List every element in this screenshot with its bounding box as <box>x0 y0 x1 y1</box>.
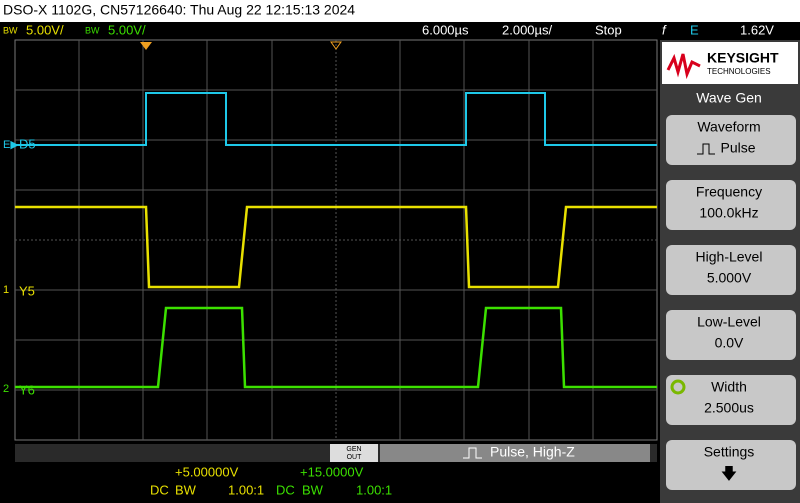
gen-button-top: GEN <box>346 446 361 453</box>
pulse-icon <box>463 447 482 459</box>
softkey[interactable]: Waveform Pulse <box>666 115 796 165</box>
softkey-bg[interactable] <box>666 180 796 230</box>
center-marker <box>330 41 342 50</box>
digital-label: D5 <box>19 136 36 151</box>
ch2-number: 2 <box>3 383 9 395</box>
ch1-coupling: DC <box>150 482 169 497</box>
pulse-icon <box>697 143 715 155</box>
ch1-label: Y5 <box>19 283 35 298</box>
softkey[interactable]: Low-Level 0.0V <box>666 310 796 360</box>
ch1-bw: BW <box>175 482 197 497</box>
softkey[interactable]: Width 2.500us <box>666 375 796 425</box>
softkey-bg[interactable] <box>666 440 796 490</box>
entry-knob-icon <box>670 379 686 395</box>
softkey-value[interactable]: 100.0kHz <box>699 205 758 221</box>
ch1-bw: BW <box>3 25 18 35</box>
ch2-scale: 5.00V/ <box>108 22 146 37</box>
ch2-coupling: DC <box>276 482 295 497</box>
ch2-bw: BW <box>85 25 100 35</box>
logo-brand: KEYSIGHT <box>707 50 779 66</box>
softkey-label[interactable]: High-Level <box>696 249 763 265</box>
ch1-number: 1 <box>3 284 9 296</box>
trigger-position-marker <box>140 42 152 50</box>
ch2-bw: BW <box>302 482 324 497</box>
gen-out-button <box>330 444 378 462</box>
ch2-offset: +15.0000V <box>300 464 364 479</box>
softkey-value[interactable]: 🡇 <box>721 466 737 483</box>
gen-button-bottom: OUT <box>347 454 363 461</box>
ch1-waveform <box>15 205 657 289</box>
softkey-value[interactable]: Pulse <box>720 140 755 156</box>
softkey-label[interactable]: Settings <box>704 444 755 460</box>
softkey-value[interactable]: 0.0V <box>715 335 744 351</box>
ch2-waveform <box>15 306 657 389</box>
delay: 6.000µs <box>422 22 469 37</box>
softkey-bg[interactable] <box>666 375 796 425</box>
softkey[interactable]: High-Level 5.000V <box>666 245 796 295</box>
title-text: DSO-X 1102G, CN57126640: Thu Aug 22 12:1… <box>3 2 355 18</box>
gen-status: Pulse, High-Z <box>490 444 575 460</box>
ch1-probe: 1.00:1 <box>228 482 264 497</box>
softkey-value[interactable]: 5.000V <box>707 270 752 286</box>
logo-sub: TECHNOLOGIES <box>707 67 771 76</box>
softkey-label[interactable]: Width <box>711 379 747 395</box>
graticule <box>14 39 658 441</box>
ch2-probe: 1.00:1 <box>356 482 392 497</box>
ch2-label: Y6 <box>19 382 35 397</box>
softkey-label[interactable]: Waveform <box>697 119 760 135</box>
softkey-value[interactable]: 2.500us <box>704 400 754 416</box>
logo-mark <box>666 53 701 80</box>
softkey-bg[interactable] <box>666 310 796 360</box>
title-bar <box>0 0 800 22</box>
softkey[interactable]: Frequency 100.0kHz <box>666 180 796 230</box>
softkey-label[interactable]: Low-Level <box>697 314 761 330</box>
softkey-bg[interactable] <box>666 115 796 165</box>
ch1-scale: 5.00V/ <box>26 22 64 37</box>
ch1-offset: +5.00000V <box>175 464 239 479</box>
timebase: 2.000µs/ <box>502 22 553 37</box>
trigger-level: 1.62V <box>740 22 774 37</box>
status-bar: BW 5.00V/ BW 5.00V/ 6.000µs 2.000µs/ Sto… <box>3 22 774 37</box>
softkey-label[interactable]: Frequency <box>696 184 762 200</box>
gen-status-bg <box>380 444 650 462</box>
softkey-bg[interactable] <box>666 245 796 295</box>
trigger-slope: f <box>662 22 667 37</box>
softkey[interactable]: Settings 🡇 <box>666 440 796 490</box>
trigger-source: E <box>690 22 699 37</box>
digital-waveform <box>15 92 657 146</box>
digital-marker: E▶ <box>3 139 19 151</box>
menu-title: Wave Gen <box>696 90 762 106</box>
run-state: Stop <box>595 22 622 37</box>
